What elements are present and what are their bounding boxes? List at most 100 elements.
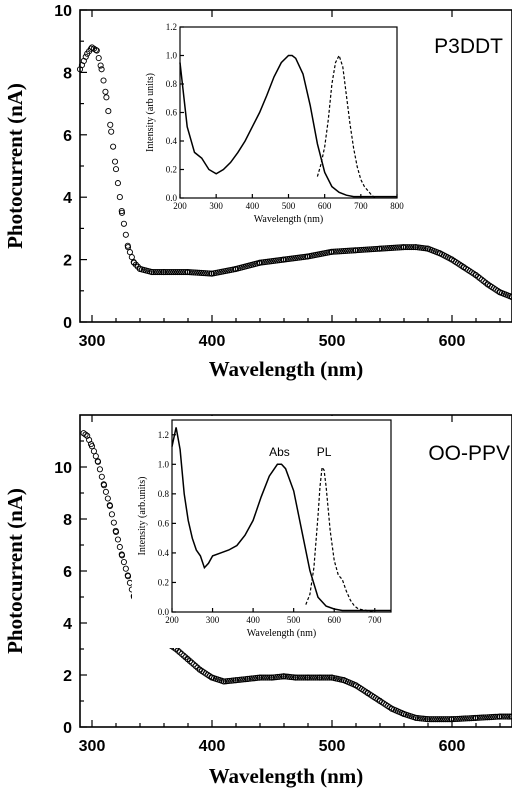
data-point bbox=[420, 715, 427, 722]
data-point bbox=[150, 269, 157, 276]
inset-y-tick-label: 0.8 bbox=[158, 489, 170, 499]
data-point bbox=[474, 273, 481, 280]
data-point bbox=[124, 573, 132, 580]
data-point bbox=[96, 466, 103, 473]
data-point bbox=[118, 552, 126, 559]
data-point bbox=[438, 716, 445, 723]
data-point bbox=[330, 248, 337, 255]
data-point bbox=[498, 713, 505, 720]
inset-y-axis-title: Intensity (arb units) bbox=[145, 73, 156, 152]
data-point bbox=[184, 269, 192, 276]
inset-y-tick-label: 0.8 bbox=[166, 79, 178, 89]
data-point bbox=[106, 502, 114, 510]
data-point bbox=[260, 674, 267, 681]
data-point bbox=[120, 559, 127, 566]
data-point bbox=[97, 62, 104, 69]
x-axis-title: Wavelength (nm) bbox=[209, 357, 364, 381]
inset-x-ticks: 200 300 400 500 600 700 bbox=[165, 608, 382, 625]
data-point bbox=[228, 677, 235, 684]
data-point bbox=[318, 674, 325, 681]
data-point bbox=[478, 714, 485, 721]
data-point bbox=[400, 244, 408, 251]
data-point bbox=[188, 269, 195, 276]
data-point bbox=[190, 269, 197, 276]
inset-x-tick-label: 200 bbox=[165, 615, 179, 625]
data-point bbox=[358, 246, 365, 253]
data-point bbox=[128, 254, 135, 261]
data-point bbox=[254, 674, 261, 681]
data-point bbox=[414, 715, 421, 722]
data-point bbox=[122, 231, 129, 238]
data-point bbox=[288, 674, 295, 681]
data-point bbox=[166, 269, 173, 276]
inset-x-tick-label: 200 bbox=[173, 201, 187, 211]
inset-x-tick-label: 300 bbox=[206, 615, 220, 625]
data-point bbox=[370, 246, 377, 253]
data-point bbox=[178, 650, 185, 658]
inset-y-tick-label: 0.4 bbox=[158, 548, 170, 558]
data-point bbox=[422, 715, 429, 722]
data-point bbox=[300, 674, 307, 681]
data-point bbox=[270, 674, 277, 681]
data-point bbox=[112, 528, 120, 536]
x-tick-label: 600 bbox=[439, 333, 466, 350]
data-point bbox=[120, 220, 127, 227]
x-tick-label: 500 bbox=[319, 333, 346, 350]
x-ticks: 300 400 500 600 bbox=[79, 415, 501, 755]
inset-background bbox=[132, 416, 397, 648]
data-point bbox=[240, 676, 247, 683]
data-point bbox=[176, 269, 183, 276]
data-point bbox=[170, 269, 177, 276]
data-point bbox=[430, 716, 437, 723]
data-point bbox=[488, 714, 495, 721]
data-point bbox=[366, 246, 373, 253]
data-point bbox=[276, 673, 283, 680]
data-point bbox=[326, 674, 333, 681]
data-point bbox=[428, 716, 435, 723]
data-point bbox=[340, 248, 347, 255]
x-tick-label: 500 bbox=[319, 738, 346, 755]
data-point bbox=[244, 675, 252, 682]
data-point bbox=[156, 269, 163, 276]
y-tick-label: 2 bbox=[63, 668, 72, 685]
x-tick-label: 400 bbox=[199, 333, 226, 350]
data-point bbox=[258, 674, 265, 681]
data-point bbox=[238, 676, 245, 683]
data-point bbox=[108, 128, 115, 135]
data-point bbox=[220, 678, 228, 685]
data-point bbox=[482, 714, 489, 721]
data-point bbox=[196, 269, 203, 276]
inset-x-tick-label: 700 bbox=[368, 615, 382, 625]
data-point bbox=[202, 270, 209, 277]
data-point bbox=[448, 716, 456, 723]
data-point bbox=[394, 244, 401, 251]
y-tick-label: 10 bbox=[54, 460, 72, 477]
y-axis-title: Photocurrent (nA) bbox=[3, 83, 27, 249]
data-point bbox=[392, 244, 399, 251]
inset-x-tick-label: 400 bbox=[246, 201, 260, 211]
data-point bbox=[352, 247, 360, 254]
data-point bbox=[376, 245, 384, 252]
data-point bbox=[124, 244, 132, 251]
data-point bbox=[460, 715, 467, 722]
data-point bbox=[502, 713, 509, 720]
data-point bbox=[116, 194, 123, 201]
data-point bbox=[110, 519, 117, 526]
data-point bbox=[232, 677, 240, 684]
data-point bbox=[354, 247, 361, 254]
data-point bbox=[382, 245, 389, 252]
data-point bbox=[178, 269, 185, 276]
y-ticks: 0 2 4 6 8 10 bbox=[54, 440, 87, 737]
data-point bbox=[108, 511, 115, 518]
inset-y-tick-label: 1.0 bbox=[166, 51, 178, 61]
data-point bbox=[82, 53, 89, 60]
y-tick-label: 4 bbox=[63, 190, 72, 207]
data-point bbox=[176, 649, 183, 656]
data-point bbox=[316, 674, 324, 681]
data-point bbox=[93, 47, 100, 54]
data-point bbox=[222, 678, 229, 685]
inset-annotation-pl: PL bbox=[317, 445, 332, 459]
data-point bbox=[484, 714, 491, 721]
data-point bbox=[111, 158, 119, 165]
data-point bbox=[82, 431, 89, 438]
